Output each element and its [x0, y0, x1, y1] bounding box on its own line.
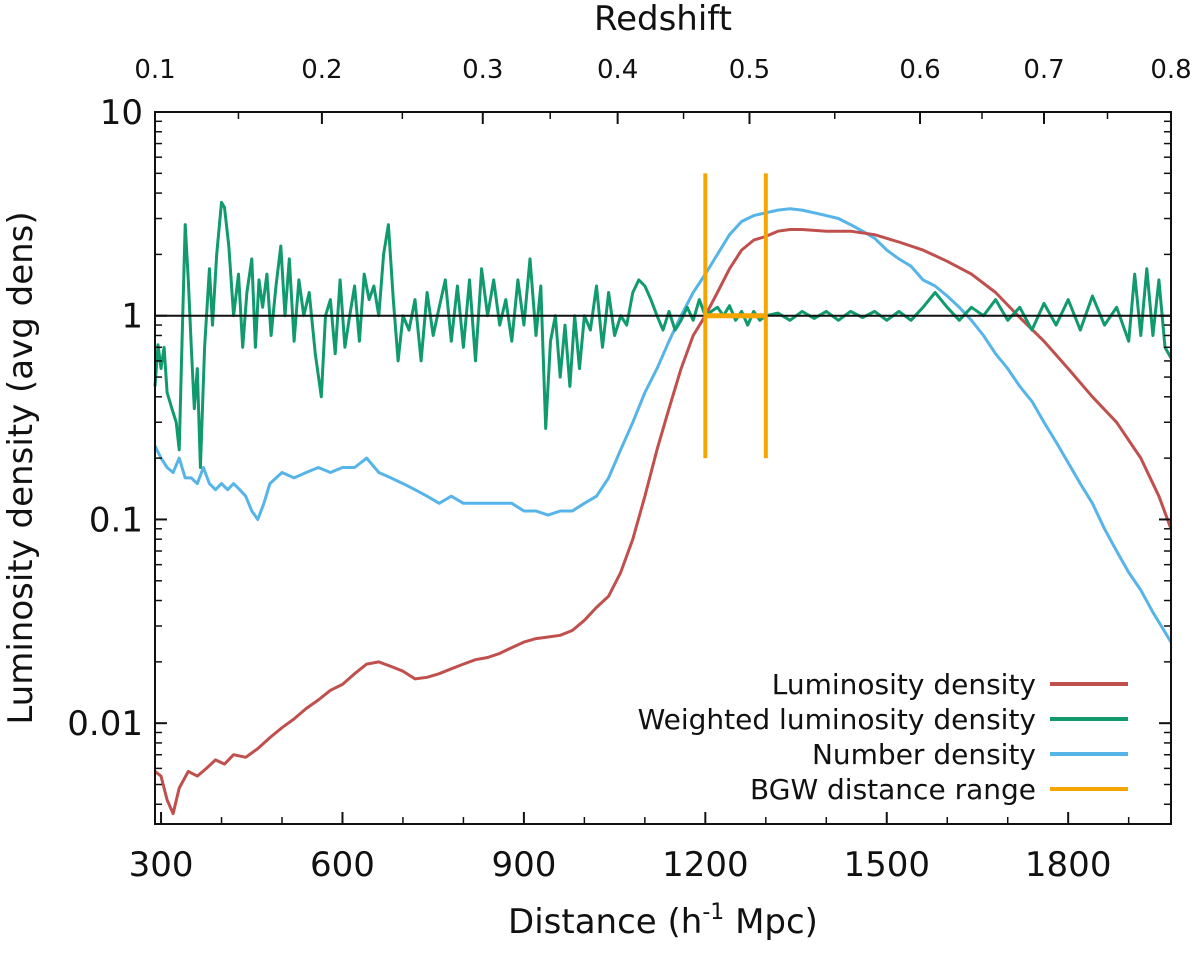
x-tick-label: 900: [491, 845, 556, 885]
top-tick-label: 0.6: [899, 55, 940, 85]
legend-label: Luminosity density: [772, 668, 1036, 701]
x-tick-label: 1200: [662, 845, 749, 885]
y-tick-label: 1: [121, 297, 143, 337]
top-tick-label: 0.4: [597, 55, 638, 85]
y-tick-label: 10: [100, 93, 143, 133]
x-axis-label: Distance (h-1 Mpc): [508, 900, 818, 942]
top-tick-label: 0.8: [1150, 55, 1191, 85]
legend-label: Number density: [812, 738, 1036, 771]
legend-label: Weighted luminosity density: [638, 703, 1036, 736]
series-line-weighted-luminosity-density: [153, 200, 1173, 469]
top-ticks: 0.1 0.2 0.3 0.4 0.5 0.6 0.7 0.8: [134, 55, 1192, 124]
x-axis-label-main: Distance (h: [508, 902, 702, 942]
top-tick-label: 0.7: [1023, 55, 1064, 85]
plot-series: [153, 200, 1173, 816]
series-line-number-density: [153, 207, 1173, 643]
x-tick-label: 300: [129, 845, 194, 885]
series-line-luminosity-density: [154, 228, 1173, 816]
top-tick-label: 0.5: [729, 55, 770, 85]
x-axis-label-sup: -1: [702, 900, 724, 925]
x-tick-label: 600: [310, 845, 375, 885]
top-tick-label: 0.3: [462, 55, 503, 85]
top-tick-label: 0.2: [301, 55, 342, 85]
top-tick-label: 0.1: [134, 55, 175, 85]
y-axis-label: Luminosity density (avg dens): [1, 211, 41, 724]
x-tick-label: 1500: [843, 845, 930, 885]
x-ticks: 300 600 900 1200 1500 1800: [129, 812, 1130, 885]
y-tick-label: 0.1: [89, 500, 143, 540]
plot-frame: [154, 111, 1172, 825]
y-tick-label: 0.01: [67, 704, 143, 744]
x-tick-label: 1800: [1025, 845, 1112, 885]
x-axis-label-tail: Mpc): [724, 902, 818, 942]
top-axis-label: Redshift: [594, 0, 732, 39]
y-ticks: 0.01 0.1 1 10: [67, 93, 1171, 806]
legend-label: BGW distance range: [750, 773, 1036, 806]
bgw-range-layer: [703, 173, 768, 459]
